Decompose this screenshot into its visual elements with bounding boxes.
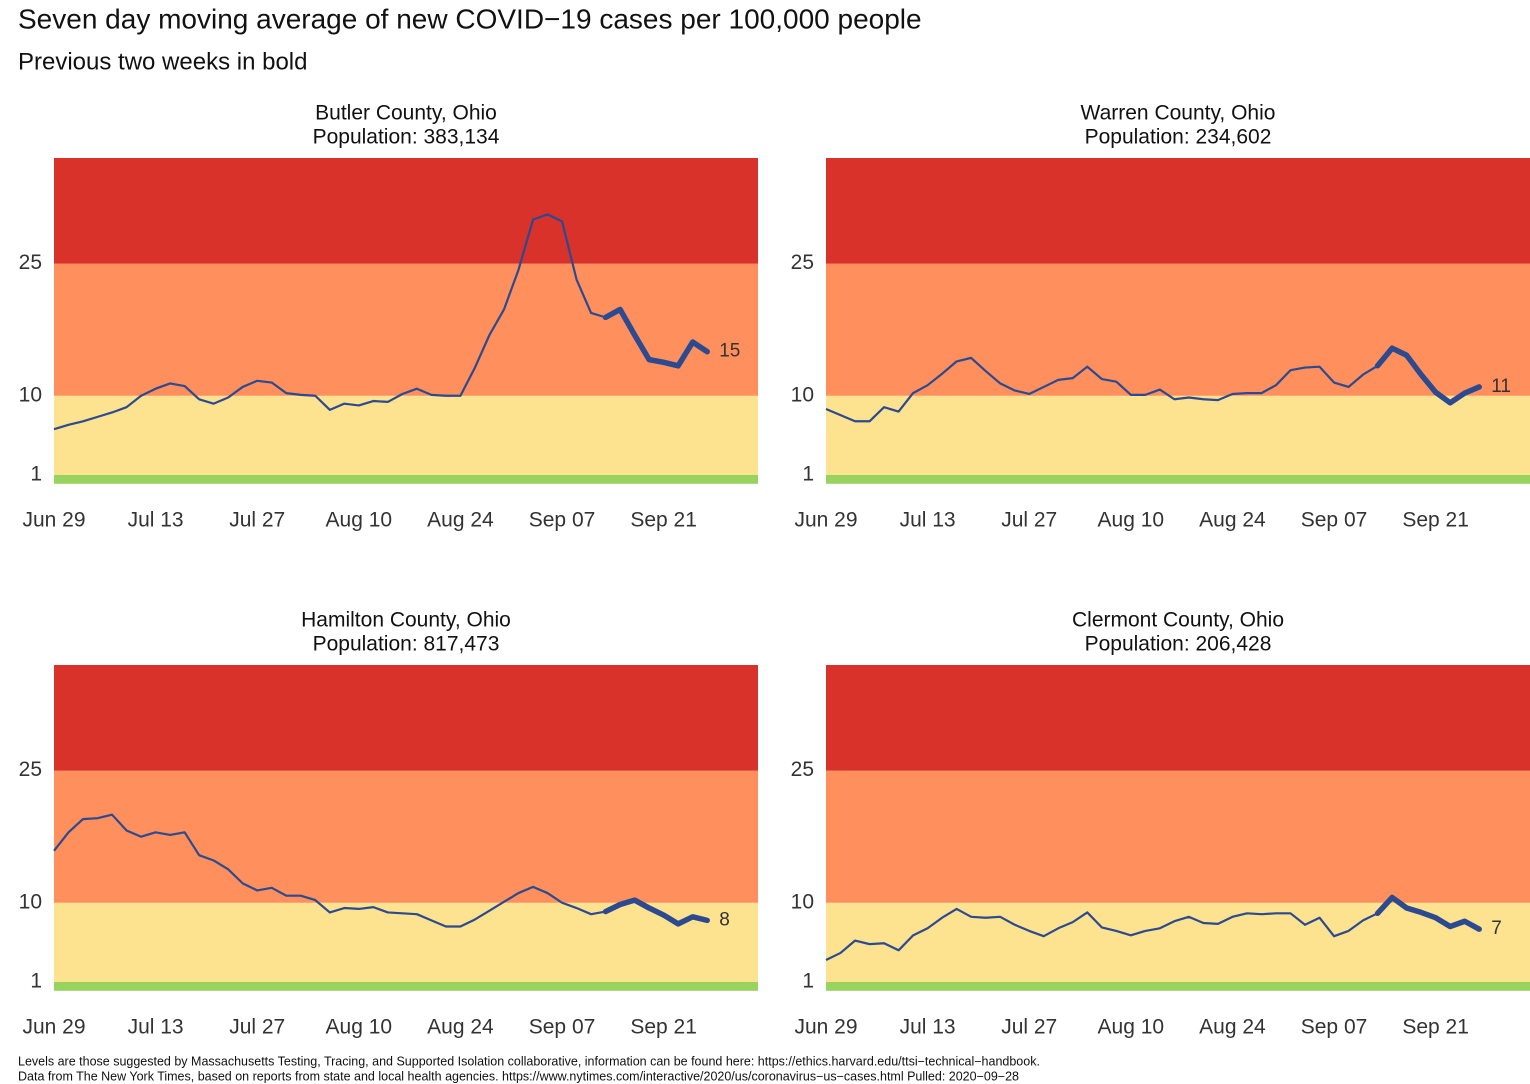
page-title: Seven day moving average of new COVID−19… xyxy=(18,3,922,34)
level-band xyxy=(54,158,758,264)
x-tick-label: Jul 27 xyxy=(1001,508,1057,531)
y-tick-label: 1 xyxy=(30,970,42,993)
x-tick-label: Sep 21 xyxy=(630,508,697,531)
x-tick-label: Aug 24 xyxy=(1199,1015,1266,1038)
footnote: Data from The New York Times, based on r… xyxy=(18,1069,1019,1083)
x-tick-label: Aug 10 xyxy=(1098,1015,1165,1038)
recent-line xyxy=(1374,345,1482,406)
level-band xyxy=(54,474,758,484)
series-line xyxy=(825,347,1480,423)
series-line xyxy=(53,813,708,928)
y-tick-label: 25 xyxy=(791,758,814,781)
level-band xyxy=(826,770,1530,903)
x-tick-label: Aug 10 xyxy=(1098,508,1165,531)
panel-title: Clermont County, Ohio xyxy=(1072,609,1284,632)
recent-line xyxy=(602,897,710,927)
x-tick-label: Sep 21 xyxy=(1402,508,1469,531)
end-label: 11 xyxy=(1491,376,1511,397)
y-tick-label: 1 xyxy=(802,970,814,993)
panel-title: Butler County, Ohio xyxy=(315,102,497,125)
x-tick-label: Aug 10 xyxy=(326,508,393,531)
panel-title: Warren County, Ohio xyxy=(1081,102,1276,125)
x-tick-label: Jul 13 xyxy=(900,508,956,531)
end-label: 15 xyxy=(719,341,740,362)
level-band xyxy=(826,474,1530,484)
level-band xyxy=(826,158,1530,264)
level-band xyxy=(54,665,758,771)
x-tick-label: Aug 24 xyxy=(427,508,494,531)
page-subtitle: Previous two weeks in bold xyxy=(18,48,307,75)
level-band xyxy=(826,981,1530,991)
x-tick-label: Jun 29 xyxy=(22,1015,85,1038)
panel-subtitle: Population: 817,473 xyxy=(313,633,500,656)
panel-subtitle: Population: 383,134 xyxy=(313,126,500,149)
x-tick-label: Jul 27 xyxy=(229,508,285,531)
series-line xyxy=(53,213,708,431)
footnote: Levels are those suggested by Massachuse… xyxy=(18,1054,1040,1068)
x-tick-label: Jul 13 xyxy=(128,508,184,531)
series-line xyxy=(825,896,1480,961)
x-tick-label: Jul 13 xyxy=(128,1015,184,1038)
level-band xyxy=(54,395,758,475)
panel-subtitle: Population: 234,602 xyxy=(1085,126,1272,149)
y-tick-label: 10 xyxy=(19,383,42,406)
level-band xyxy=(54,263,758,396)
panel-title: Hamilton County, Ohio xyxy=(301,609,511,632)
level-band xyxy=(54,902,758,982)
x-tick-label: Jun 29 xyxy=(794,508,857,531)
level-band xyxy=(54,981,758,991)
x-tick-label: Aug 10 xyxy=(326,1015,393,1038)
level-band xyxy=(54,770,758,903)
x-tick-label: Aug 24 xyxy=(1199,508,1266,531)
x-tick-label: Jul 27 xyxy=(1001,1015,1057,1038)
level-band xyxy=(826,395,1530,475)
x-tick-label: Jul 27 xyxy=(229,1015,285,1038)
y-tick-label: 25 xyxy=(19,758,42,781)
panel-subtitle: Population: 206,428 xyxy=(1085,633,1272,656)
x-tick-label: Sep 07 xyxy=(1301,1015,1368,1038)
recent-line xyxy=(602,306,710,369)
x-tick-label: Sep 21 xyxy=(630,1015,697,1038)
x-tick-label: Aug 24 xyxy=(427,1015,494,1038)
x-tick-label: Sep 07 xyxy=(1301,508,1368,531)
x-tick-label: Jun 29 xyxy=(794,1015,857,1038)
level-band xyxy=(826,665,1530,771)
y-tick-label: 1 xyxy=(30,463,42,486)
y-tick-label: 1 xyxy=(802,463,814,486)
recent-line xyxy=(1374,894,1482,932)
y-tick-label: 10 xyxy=(791,383,814,406)
y-tick-label: 25 xyxy=(791,251,814,274)
x-tick-label: Sep 07 xyxy=(529,1015,596,1038)
y-tick-label: 25 xyxy=(19,251,42,274)
x-tick-label: Sep 07 xyxy=(529,508,596,531)
end-label: 8 xyxy=(719,909,730,930)
y-tick-label: 10 xyxy=(19,890,42,913)
x-tick-label: Sep 21 xyxy=(1402,1015,1469,1038)
end-label: 7 xyxy=(1491,918,1502,939)
y-tick-label: 10 xyxy=(791,890,814,913)
x-tick-label: Jul 13 xyxy=(900,1015,956,1038)
x-tick-label: Jun 29 xyxy=(22,508,85,531)
